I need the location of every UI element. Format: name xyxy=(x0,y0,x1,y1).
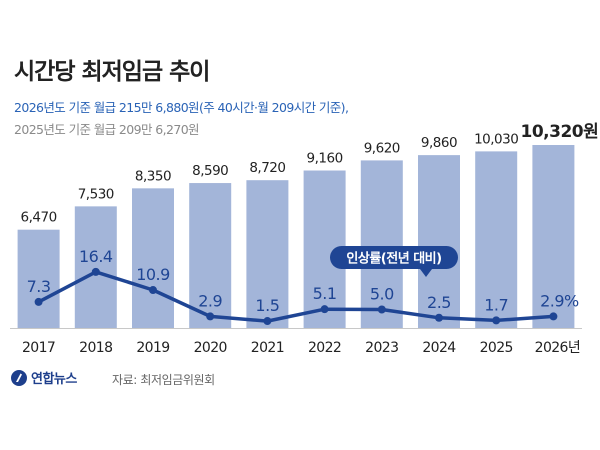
rate-label-2018: 16.4 xyxy=(79,247,113,266)
wage-label-2019: 8,350 xyxy=(135,168,171,184)
wage-label-2022: 9,160 xyxy=(307,151,343,167)
yonhap-logo-icon xyxy=(11,369,27,386)
x-tick-2018: 2018 xyxy=(79,340,112,356)
logo-text: 연합뉴스 xyxy=(31,372,77,387)
bar-2020 xyxy=(189,183,232,328)
bar-2024 xyxy=(418,155,460,328)
wage-label-2023: 9,620 xyxy=(364,140,400,156)
rate-label-2019: 10.9 xyxy=(136,265,170,284)
rate-point-2019 xyxy=(149,286,157,295)
rate-label-2025: 1.7 xyxy=(484,295,508,314)
rate-label-2021: 1.5 xyxy=(255,296,279,315)
bar-2021 xyxy=(246,180,289,328)
bar-2025 xyxy=(475,151,518,328)
rate-label-2023: 5.0 xyxy=(370,285,394,304)
wage-label-2025: 10,030 xyxy=(474,131,518,147)
wage-label-2020: 8,590 xyxy=(192,163,228,179)
rate-callout-pointer xyxy=(420,269,432,277)
x-tick-2023: 2023 xyxy=(365,340,398,356)
rate-point-2018 xyxy=(91,267,100,276)
x-tick-2019: 2019 xyxy=(136,340,169,356)
x-tick-2026년: 2026년 xyxy=(535,340,581,356)
wage-label-2017: 6,470 xyxy=(21,210,57,226)
rate-label-2020: 2.9 xyxy=(198,291,222,310)
rate-point-2024 xyxy=(435,313,443,322)
chart-title: 시간당 최저임금 추이 xyxy=(14,59,210,85)
rate-point-2025 xyxy=(492,316,501,325)
x-tick-2017: 2017 xyxy=(22,340,55,356)
bar-2017 xyxy=(17,229,60,328)
rate-point-2022 xyxy=(320,305,329,314)
x-tick-2021: 2021 xyxy=(251,340,284,356)
wage-label-2026년: 10,320원 xyxy=(521,122,599,142)
subtitle-2025: 2025년도 기준 월급 209만 6,270원 xyxy=(14,122,200,137)
x-tick-2022: 2022 xyxy=(308,340,341,356)
rate-point-2017 xyxy=(34,297,43,306)
x-tick-2020: 2020 xyxy=(194,340,227,356)
source-note: 자료: 최저임금위원회 xyxy=(112,373,215,387)
x-tick-2024: 2024 xyxy=(422,340,456,356)
bar-2026년 xyxy=(532,145,575,328)
rate-label-2022: 5.1 xyxy=(313,284,337,303)
wage-label-2018: 7,530 xyxy=(78,186,114,202)
logo: 연합뉴스 xyxy=(10,368,77,387)
rate-point-2020 xyxy=(206,312,215,321)
rate-callout-text: 인상률(전년 대비) xyxy=(346,251,441,267)
rate-point-2023 xyxy=(377,305,386,314)
rate-callout-bg xyxy=(330,246,458,269)
bar-2023 xyxy=(360,160,403,328)
bar-2019 xyxy=(132,188,174,328)
bar-2018 xyxy=(74,206,117,328)
wage-label-2021: 8,720 xyxy=(249,160,285,176)
rate-point-2021 xyxy=(263,317,272,326)
rate-label-2026년: 2.9% xyxy=(540,291,579,310)
rate-point-2026년 xyxy=(549,312,558,321)
wage-label-2024: 9,860 xyxy=(421,135,457,151)
x-tick-2025: 2025 xyxy=(480,340,513,356)
rate-line xyxy=(37,270,554,323)
rate-label-2017: 7.3 xyxy=(27,277,51,296)
subtitle-2026: 2026년도 기준 월급 215만 6,880원(주 40시간·월 209시간 … xyxy=(14,100,349,115)
rate-label-2024: 2.5 xyxy=(427,293,451,312)
